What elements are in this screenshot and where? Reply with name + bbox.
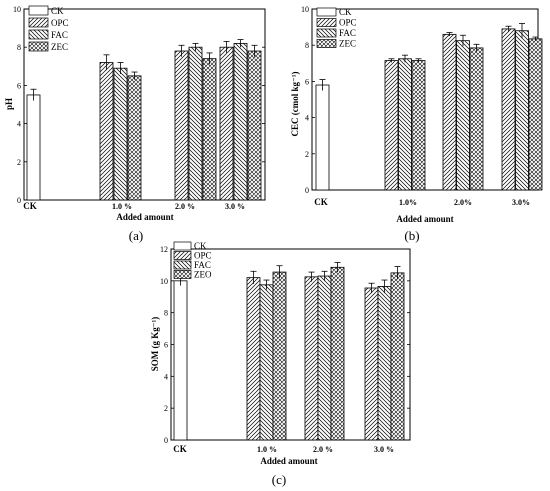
- x-axis-title: Added amount: [260, 456, 317, 466]
- legend-label: CK: [339, 7, 352, 17]
- legend-swatch: [28, 5, 49, 16]
- legend-swatch: [316, 7, 337, 17]
- bar-zec: [202, 58, 217, 201]
- x-tick-label: 3.0 %: [225, 202, 245, 211]
- y-axis-title: SOM (g Kg⁻¹): [150, 317, 160, 371]
- x-tick-label: 2.0 %: [175, 202, 195, 211]
- y-tick-label: 6: [17, 81, 21, 90]
- bar-opc: [384, 60, 399, 191]
- legend-swatch: [316, 18, 337, 27]
- y-tick-label: 8: [305, 41, 309, 50]
- x-tick-label: 1.0 %: [257, 445, 277, 454]
- x-tick-label: CK: [173, 444, 187, 454]
- plot-frame: [23, 8, 266, 201]
- bar-fac: [188, 46, 203, 201]
- legend-label: FAC: [194, 260, 211, 270]
- legend-label: ZEC: [339, 39, 356, 49]
- bar-zec: [469, 47, 484, 191]
- bar-zeo: [330, 266, 345, 441]
- bar-fac: [398, 58, 412, 191]
- x-axis-title: Added amount: [116, 212, 173, 222]
- legend-swatch: [28, 17, 49, 28]
- y-tick-label: 12: [160, 245, 168, 254]
- legend-swatch: [28, 41, 49, 52]
- y-tick-label: 4: [164, 372, 168, 381]
- bar-opc: [364, 287, 379, 441]
- bar-zec: [411, 60, 426, 191]
- x-tick-label: 1.0%: [399, 198, 417, 207]
- legend-swatch: [173, 251, 192, 260]
- y-tick-label: 8: [164, 309, 168, 318]
- y-axis-title: pH: [4, 98, 14, 110]
- bar-opc: [99, 62, 114, 201]
- legend-label: ZEC: [51, 42, 68, 52]
- bar-zec: [247, 50, 262, 201]
- bar-zec: [127, 75, 142, 201]
- y-tick-label: 6: [164, 341, 168, 350]
- panel-label: (c): [272, 472, 286, 487]
- bar-opc: [219, 46, 234, 201]
- chart-panel-2: 0 2 4 6 8 10 12 CK 1.0 % 2.0 % 3.0 % Added amount SO…: [150, 241, 411, 487]
- legend-label: OPC: [194, 251, 212, 261]
- bar-fac: [259, 284, 274, 441]
- bar-ck: [315, 84, 330, 191]
- bar-fac: [515, 30, 529, 191]
- x-tick-label: 2.0%: [454, 198, 472, 207]
- x-axis-title: Added amount: [396, 214, 453, 224]
- bar-zeo: [272, 271, 287, 441]
- legend-label: ZEO: [194, 270, 212, 280]
- y-tick-label: 2: [164, 404, 168, 413]
- x-tick-label: 3.0%: [512, 198, 530, 207]
- x-tick-label: CK: [314, 197, 328, 207]
- y-tick-label: 2: [17, 158, 21, 167]
- y-tick-label: 6: [305, 77, 309, 86]
- bar-zeo: [390, 272, 405, 441]
- panel-label: (a): [129, 228, 143, 243]
- bar-opc: [501, 28, 516, 191]
- bar-fac: [233, 42, 248, 201]
- y-tick-label: 2: [305, 150, 309, 159]
- y-tick-label: 10: [13, 5, 21, 14]
- chart-panel-0: 0 2 4 6 8 10 CK 1.0 % 2.0 % 3.0 % Added amount pH (a…: [4, 5, 266, 243]
- legend-label: FAC: [51, 30, 68, 40]
- legend-label: CK: [194, 241, 207, 251]
- bar-fac: [377, 286, 392, 441]
- bar-opc: [304, 276, 319, 441]
- x-tick-label: CK: [23, 201, 37, 211]
- legend-label: CK: [51, 6, 64, 16]
- legend-label: OPC: [51, 18, 69, 28]
- legend-swatch: [173, 260, 192, 270]
- bar-fac: [456, 40, 470, 191]
- legend-swatch: [173, 241, 192, 251]
- y-tick-label: 0: [164, 436, 168, 445]
- bar-ck: [26, 94, 41, 201]
- chart-panel-1: 0 2 4 6 8 10 CK 1.0% 2.0% 3.0% Added amount CEC (cm…: [290, 5, 543, 243]
- legend-label: OPC: [339, 18, 357, 28]
- legend-swatch: [173, 270, 192, 279]
- bar-opc: [442, 33, 457, 191]
- bar-zec: [528, 38, 543, 191]
- y-tick-label: 10: [301, 5, 309, 14]
- panel-label: (b): [404, 228, 419, 243]
- bar-opc: [246, 277, 261, 441]
- x-tick-label: 1.0 %: [112, 202, 132, 211]
- legend-label: FAC: [339, 28, 356, 38]
- y-tick-label: 8: [17, 43, 21, 52]
- y-tick-label: 10: [160, 277, 168, 286]
- bar-ck: [173, 280, 188, 441]
- legend-swatch: [28, 29, 49, 40]
- bar-fac: [317, 275, 332, 441]
- legend-swatch: [316, 39, 337, 48]
- y-tick-label: 0: [17, 196, 21, 205]
- bar-fac: [113, 67, 128, 201]
- legend-swatch: [316, 28, 337, 38]
- y-axis-title: CEC (cmol kg⁻¹): [290, 72, 300, 137]
- y-tick-label: 4: [17, 120, 21, 129]
- y-tick-label: 4: [305, 114, 309, 123]
- y-tick-label: 0: [305, 186, 309, 195]
- x-tick-label: 3.0 %: [374, 445, 394, 454]
- bar-opc: [174, 50, 189, 201]
- x-tick-label: 2.0 %: [313, 445, 333, 454]
